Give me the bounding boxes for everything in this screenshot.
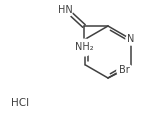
Text: NH₂: NH₂ <box>75 42 93 52</box>
Text: N: N <box>127 34 134 44</box>
Text: HN: HN <box>58 5 72 15</box>
Text: Br: Br <box>119 65 129 75</box>
Text: HCl: HCl <box>11 98 29 108</box>
